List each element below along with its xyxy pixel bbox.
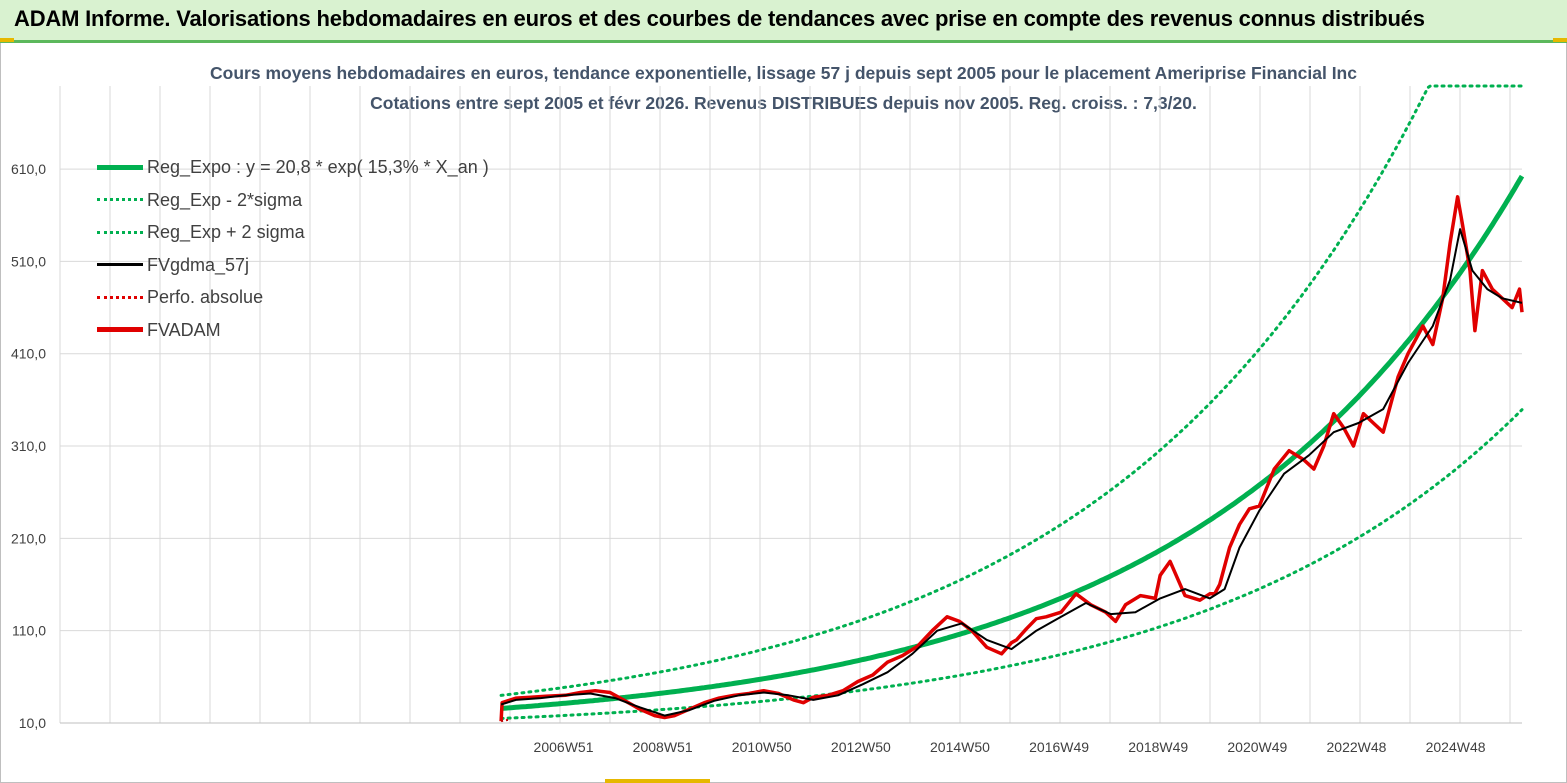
legend-swatch <box>97 230 143 234</box>
legend-swatch <box>97 327 143 332</box>
y-tick-label: 210,0 <box>11 530 46 546</box>
chart-title-line1: Cours moyens hebdomadaires en euros, ten… <box>210 63 1357 83</box>
x-tick-label: 2024W48 <box>1426 739 1486 755</box>
y-tick-label: 10,0 <box>19 715 46 731</box>
legend-label: FVADAM <box>147 319 221 340</box>
corner-marker-left <box>0 38 14 42</box>
y-tick-label: 110,0 <box>12 623 46 639</box>
series-fvadam <box>499 195 1524 722</box>
banner-title: ADAM Informe. Valorisations hebdomadaire… <box>14 6 1425 31</box>
legend-swatch <box>97 164 143 170</box>
x-tick-label: 2016W49 <box>1029 739 1089 755</box>
x-tick-label: 2018W49 <box>1128 739 1188 755</box>
x-tick-label: 2010W50 <box>732 739 792 755</box>
x-tick-label: 2022W48 <box>1327 739 1387 755</box>
chart-title-line2: Cotations entre sept 2005 et févr 2026. … <box>370 93 1197 113</box>
y-tick-label: 410,0 <box>11 346 46 362</box>
series-reg-exp-plus-2sigma <box>499 84 1524 697</box>
series-reg-exp-minus-2sigma <box>499 408 1524 720</box>
x-tick-label: 2006W51 <box>534 739 594 755</box>
series-reg-expo <box>501 174 1525 711</box>
header-banner: ADAM Informe. Valorisations hebdomadaire… <box>0 0 1567 43</box>
legend-label: Reg_Exp - 2*sigma <box>147 189 303 210</box>
x-tick-label: 2012W50 <box>831 739 891 755</box>
y-tick-label: 510,0 <box>11 253 46 269</box>
x-tick-label: 2008W51 <box>633 739 693 755</box>
legend-swatch <box>97 198 143 201</box>
x-tick-label: 2014W50 <box>930 739 990 755</box>
legend-label: Reg_Exp + 2 sigma <box>147 222 305 242</box>
legend-label: Perfo. absolue <box>147 287 264 307</box>
legend-label: Reg_Expo : y = 20,8 * exp( 15,3% * X_an … <box>147 157 489 177</box>
x-tick-label: 2020W49 <box>1227 739 1287 755</box>
legend-swatch <box>97 295 143 299</box>
series-fvgdma-57j <box>500 228 1523 717</box>
corner-marker-right <box>1553 38 1567 42</box>
y-tick-label: 310,0 <box>11 438 46 454</box>
y-tick-label: 610,0 <box>11 161 46 177</box>
bottom-scroll-marker <box>605 779 710 783</box>
legend-label: FVgdma_57j <box>147 254 250 275</box>
legend-swatch <box>97 263 143 266</box>
series-perfo-absolue <box>500 718 512 723</box>
